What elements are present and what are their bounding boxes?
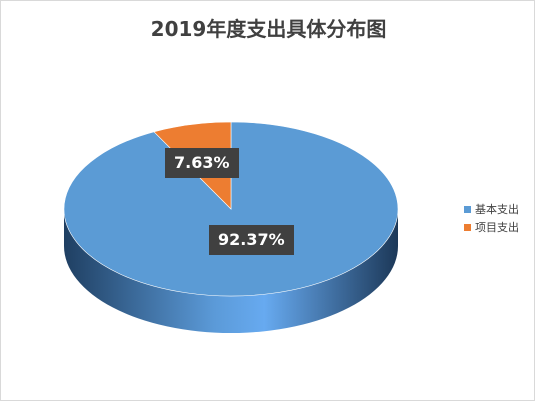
legend: 基本支出 项目支出 (464, 200, 519, 236)
legend-swatch-0 (464, 205, 471, 213)
data-label-0: 92.37% (209, 225, 294, 255)
legend-item-1: 项目支出 (464, 218, 519, 236)
legend-label-0: 基本支出 (475, 203, 519, 216)
legend-item-0: 基本支出 (464, 200, 519, 218)
data-label-1: 7.63% (165, 148, 239, 178)
legend-label-1: 项目支出 (475, 221, 519, 234)
pie-side-wall (64, 209, 398, 333)
legend-swatch-1 (464, 223, 471, 231)
chart-title: 2019年度支出具体分布图 (150, 17, 387, 41)
